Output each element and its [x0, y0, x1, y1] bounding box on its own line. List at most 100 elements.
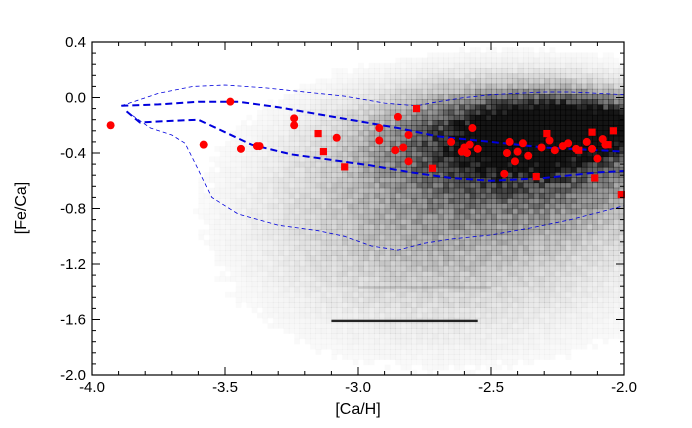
density-cell: [533, 208, 540, 215]
density-cell: [480, 276, 487, 282]
density-cell: [570, 213, 577, 220]
contour-line-outer: [126, 111, 624, 251]
density-cell: [480, 260, 487, 267]
density-cell: [613, 250, 620, 256]
density-cell: [528, 57, 535, 64]
density-streak: [331, 319, 478, 323]
density-cell: [485, 307, 492, 314]
density-cell: [272, 244, 279, 251]
density-cell: [549, 307, 556, 314]
density-cell: [549, 255, 556, 262]
density-cell: [475, 192, 481, 199]
density-cell: [225, 177, 231, 183]
density-cell: [581, 234, 588, 241]
density-cell: [581, 291, 588, 298]
density-cell: [422, 344, 428, 350]
density-cell: [586, 104, 593, 111]
density-cell: [347, 109, 354, 116]
density-cell: [384, 73, 391, 80]
density-cell: [342, 307, 348, 314]
density-cell: [554, 172, 561, 178]
density-cell: [342, 78, 348, 84]
density-cell: [272, 161, 279, 168]
density-cell: [320, 213, 327, 220]
density-cell: [602, 312, 609, 319]
density-cell: [534, 354, 540, 360]
density-cell: [390, 349, 396, 355]
density-cell: [517, 302, 524, 308]
density-cell: [400, 114, 407, 121]
density-cell: [576, 94, 583, 100]
density-cell: [379, 328, 386, 334]
density-cell: [336, 172, 343, 178]
density-cell: [576, 68, 583, 74]
density-cell: [597, 104, 604, 111]
density-cell: [347, 322, 354, 329]
density-cell: [602, 302, 609, 308]
density-cell: [315, 317, 322, 324]
density-cell: [347, 312, 354, 319]
density-cell: [304, 114, 311, 121]
density-cell: [522, 255, 529, 262]
density-cell: [603, 323, 609, 329]
density-cell: [315, 296, 322, 303]
density-cell: [618, 229, 624, 236]
density-cell: [336, 203, 343, 210]
density-cell: [576, 52, 582, 58]
density-cell: [469, 270, 476, 277]
density-cell: [512, 307, 519, 314]
density-cell: [576, 270, 583, 277]
density-cell: [251, 244, 258, 251]
density-cell: [475, 203, 481, 210]
density-cell: [384, 286, 391, 293]
density-cell: [416, 255, 423, 262]
density-cell: [544, 317, 551, 324]
density-cell: [421, 166, 428, 173]
density-cell: [225, 224, 231, 230]
density-cell: [230, 235, 236, 241]
density-cell: [347, 120, 354, 126]
density-cell: [294, 172, 301, 178]
density-cell: [603, 328, 609, 334]
density-cell: [373, 151, 380, 158]
density-cell: [443, 172, 450, 178]
density-cell: [353, 349, 359, 355]
density-cell: [257, 115, 263, 121]
density-cell: [560, 270, 567, 277]
density-cell: [236, 276, 242, 282]
density-cell: [522, 260, 529, 267]
density-cell: [331, 177, 338, 184]
density-cell: [331, 73, 337, 79]
density-cell: [544, 104, 551, 111]
density-cell: [288, 255, 295, 262]
density-cell: [491, 354, 497, 360]
density-cell: [352, 250, 359, 256]
density-cell: [597, 224, 604, 230]
density-cell: [613, 73, 620, 80]
density-cell: [347, 302, 354, 308]
density-cell: [491, 307, 497, 314]
density-cell: [480, 312, 487, 319]
density-cell: [389, 161, 396, 168]
density-cell: [522, 198, 529, 204]
density-cell: [304, 302, 311, 308]
density-cell: [373, 182, 380, 189]
density-cell: [225, 250, 231, 256]
density-cell: [278, 161, 285, 168]
density-cell: [538, 302, 545, 308]
density-cell: [544, 192, 551, 199]
density-cell: [517, 114, 524, 121]
density-cell: [331, 250, 338, 256]
density-cell: [501, 203, 508, 210]
density-cell: [586, 213, 593, 220]
density-cell: [352, 286, 359, 293]
density-cell: [337, 333, 343, 339]
density-cell: [544, 151, 551, 158]
density-cell: [618, 88, 624, 95]
density-cell: [273, 318, 279, 324]
density-cell: [549, 291, 556, 298]
density-cell: [411, 244, 418, 251]
density-cell: [400, 88, 407, 95]
density-cell: [501, 265, 508, 272]
density-cell: [522, 130, 529, 137]
